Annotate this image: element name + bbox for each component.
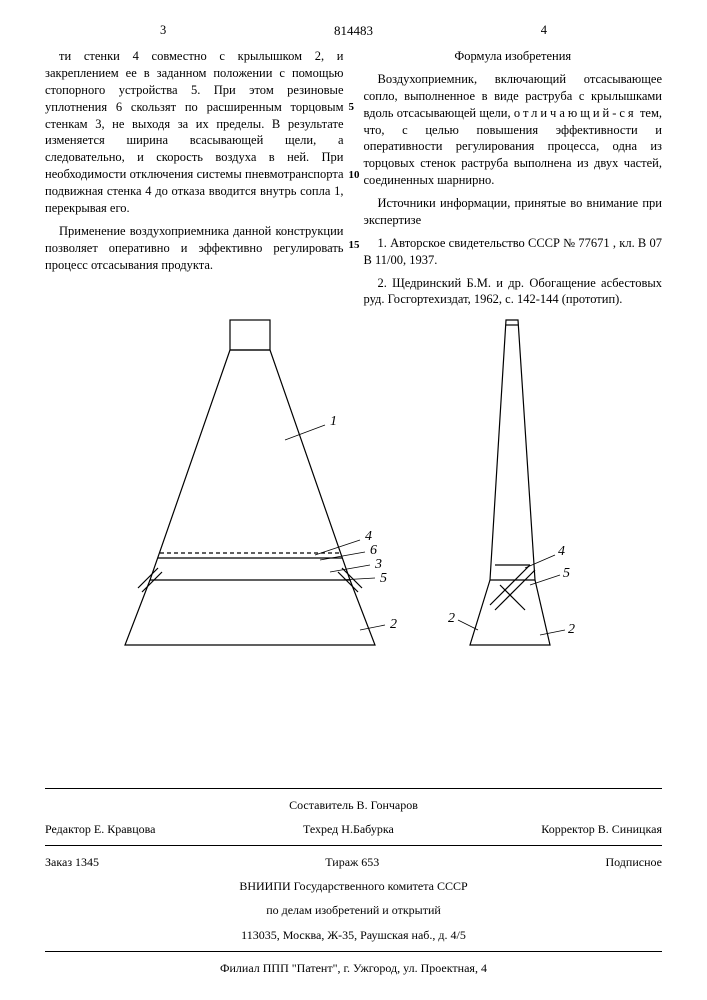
fig-label-r2b: 2 [568,622,575,637]
text-columns: ти стенки 4 совместно с крылышком 2, и з… [45,48,662,314]
order-line: Заказ 1345 Тираж 653 Подписное [45,850,662,874]
fig-label-4: 4 [365,529,372,544]
document-number: 814483 [334,22,373,40]
branch-line: Филиал ППП "Патент", г. Ужгород, ул. Про… [45,956,662,980]
org-line1: ВНИИПИ Государственного комитета СССР [45,874,662,898]
formula-heading: Формула изобретения [364,48,663,65]
left-paragraph-2: Применение воздухоприемника данной конст… [45,223,344,274]
tirazh: Тираж 653 [325,854,379,870]
fig-label-5: 5 [380,571,387,586]
order-number: Заказ 1345 [45,854,99,870]
fig-label-r5: 5 [563,566,570,581]
left-column: ти стенки 4 совместно с крылышком 2, и з… [45,48,344,314]
fig-label-3: 3 [374,557,382,572]
right-column: Формула изобретения Воздухоприемник, вкл… [364,48,663,314]
claim-emphasis: отличающий-ся [514,106,637,120]
org-line2: по делам изобретений и открытий [45,898,662,922]
technical-drawing: 1 4 6 3 5 2 4 5 [0,310,707,690]
page-num-right: 4 [541,22,547,39]
figure-front-view: 1 4 6 3 5 2 [90,310,400,680]
credit-line: Редактор Е. Кравцова Техред Н.Бабурка Ко… [45,817,662,841]
podpisnoe: Подписное [605,854,662,870]
fig-label-r4: 4 [558,544,565,559]
source-2: 2. Щедринский Б.М. и др. Обогащение асбе… [364,275,663,309]
right-paragraph-1: Воздухоприемник, включающий отсасывающее… [364,71,663,189]
left-paragraph-1: ти стенки 4 совместно с крылышком 2, и з… [45,48,344,217]
techred: Техред Н.Бабурка [303,821,394,837]
fig-label-1: 1 [330,414,337,429]
address-line: 113035, Москва, Ж-35, Раушская наб., д. … [45,923,662,947]
footer: Составитель В. Гончаров Редактор Е. Крав… [45,784,662,980]
sources-heading: Источники информации, принятые во вниман… [364,195,663,229]
fig-label-6: 6 [370,543,377,558]
page-num-left: 3 [160,22,166,39]
corrector: Корректор В. Синицкая [541,821,662,837]
source-1: 1. Авторское свидетельство СССР № 77671 … [364,235,663,269]
fig-label-2: 2 [390,617,397,632]
editor: Редактор Е. Кравцова [45,821,155,837]
compiler-line: Составитель В. Гончаров [45,793,662,817]
figure-side-view: 4 5 2 2 [440,310,590,680]
fig-label-r2a: 2 [448,611,455,626]
